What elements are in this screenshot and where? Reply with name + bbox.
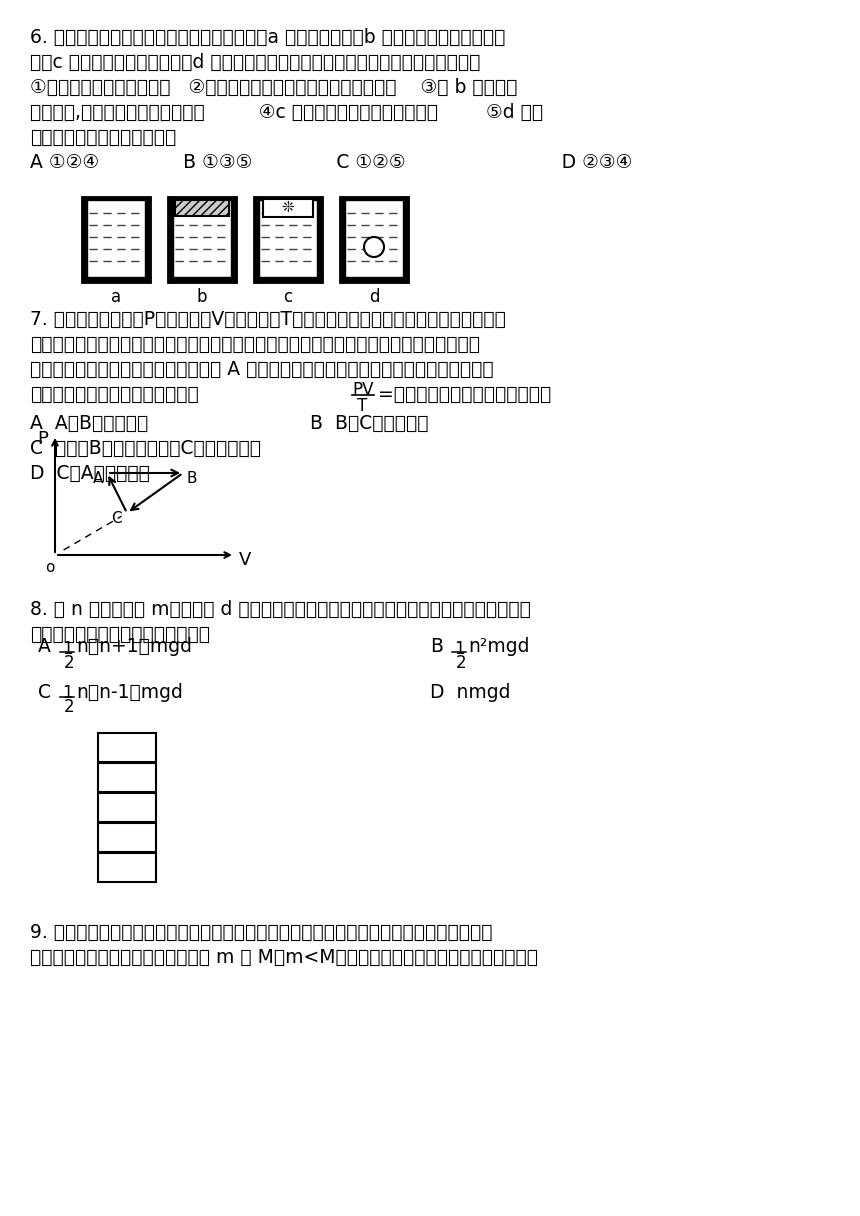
Text: 3: 3 <box>121 798 132 816</box>
Text: ❊: ❊ <box>281 201 294 215</box>
Text: B  B到C是等温过程: B B到C是等温过程 <box>310 413 428 433</box>
Text: 化，现有一定质量的稀薄气体，从状态 A 开始发生一系列变化后，又回到初始状态，下图表: 化，现有一定质量的稀薄气体，从状态 A 开始发生一系列变化后，又回到初始状态，下… <box>30 360 494 379</box>
Bar <box>168 197 236 282</box>
Bar <box>175 199 229 216</box>
Text: C  气体在B状态的温度比在C状态的温度高: C 气体在B状态的温度比在C状态的温度高 <box>30 439 261 458</box>
Text: 示出了该变化过程，整个过程满足: 示出了该变化过程，整个过程满足 <box>30 385 199 404</box>
Text: T: T <box>357 396 367 415</box>
Text: 起来，如图所示，人至少做功为（）: 起来，如图所示，人至少做功为（） <box>30 625 210 644</box>
Text: d: d <box>369 288 379 306</box>
Text: V: V <box>239 551 251 569</box>
Text: n: n <box>121 737 132 755</box>
Bar <box>98 732 156 761</box>
Bar <box>98 793 156 822</box>
Bar <box>98 822 156 851</box>
Text: 9. 一轻质杆支于水平的转轴上，可绕轴在竖直面上自由转动（杆的质量和杆与转轴间摩擦不: 9. 一轻质杆支于水平的转轴上，可绕轴在竖直面上自由转动（杆的质量和杆与转轴间摩… <box>30 923 493 941</box>
Text: 7. 气体可以用压强（P）、体积（V）、温度（T）三个状态参量来描述，气体在状态发生变: 7. 气体可以用压强（P）、体积（V）、温度（T）三个状态参量来描述，气体在状态… <box>30 310 506 330</box>
Text: 2: 2 <box>121 828 132 845</box>
Text: 2: 2 <box>456 653 467 671</box>
Text: C: C <box>38 682 51 702</box>
Text: 1: 1 <box>454 640 464 658</box>
Text: c: c <box>284 288 292 306</box>
Text: n²mgd: n²mgd <box>468 637 530 657</box>
Text: n（n+1）mgd: n（n+1）mgd <box>76 637 192 657</box>
Text: =不变量。有关说法正确的是（）: =不变量。有关说法正确的是（） <box>378 385 551 404</box>
Text: 2: 2 <box>64 698 75 716</box>
Bar <box>82 197 150 282</box>
Text: …: … <box>118 767 136 786</box>
Text: 1: 1 <box>121 857 132 876</box>
Text: C: C <box>111 511 121 527</box>
Text: a: a <box>111 288 121 306</box>
Text: A: A <box>38 637 51 657</box>
Text: 化时，若保持温度不变，该过程叫等温变化，若体积不变叫等容变化，若压强不变叫等压变: 化时，若保持温度不变，该过程叫等温变化，若体积不变叫等容变化，若压强不变叫等压变 <box>30 334 480 354</box>
Text: 上，c 容器内漂浮着一块冰块，d 容器中悬浮着一个空心球，下列说法正确的一组是（）: 上，c 容器内漂浮着一块冰块，d 容器中悬浮着一个空心球，下列说法正确的一组是（… <box>30 54 481 72</box>
Text: B: B <box>187 471 198 486</box>
Text: 1: 1 <box>62 640 72 658</box>
Text: 8. 有 n 块质量均为 m，厚度为 d 的相同砖块，平放在水平地面上。现将它们一块一块地叠放: 8. 有 n 块质量均为 m，厚度为 d 的相同砖块，平放在水平地面上。现将它们… <box>30 599 531 619</box>
Text: B: B <box>430 637 443 657</box>
Text: 中再倒入酒精后，小球将下沉: 中再倒入酒精后，小球将下沉 <box>30 128 176 147</box>
Text: 计），当杆左右两端固定质量分别为 m 和 M（m<M）两金属球时，杆恰好在水平位置平衡，: 计），当杆左右两端固定质量分别为 m 和 M（m<M）两金属球时，杆恰好在水平位… <box>30 947 538 967</box>
Text: 6. 如图所示，四个相同的容器内水面一样高，a 容器内只有水，b 容器内有木块漂浮在水面: 6. 如图所示，四个相同的容器内水面一样高，a 容器内只有水，b 容器内有木块漂… <box>30 28 506 47</box>
Text: D  C到A是等压过程: D C到A是等压过程 <box>30 465 150 483</box>
Text: n（n-1）mgd: n（n-1）mgd <box>76 682 183 702</box>
Text: 1: 1 <box>62 685 72 703</box>
Text: A: A <box>93 471 103 486</box>
Bar <box>98 762 156 792</box>
Bar <box>263 199 313 216</box>
Bar <box>340 197 408 282</box>
Text: ①每个容器的总质量都相等   ②四个容器中，液体对容器底的压强相同    ③在 b 容器中倒: ①每个容器的总质量都相等 ②四个容器中，液体对容器底的压强相同 ③在 b 容器中… <box>30 78 518 97</box>
Circle shape <box>364 237 384 257</box>
Text: P: P <box>37 430 48 447</box>
Text: A  A到B是等温过程: A A到B是等温过程 <box>30 413 148 433</box>
Text: PV: PV <box>352 381 373 399</box>
Bar <box>98 852 156 882</box>
Text: o: o <box>45 561 54 575</box>
Bar <box>254 197 322 282</box>
Text: A ①②④              B ①③⑤              C ①②⑤                          D ②③④: A ①②④ B ①③⑤ C ①②⑤ D ②③④ <box>30 153 632 171</box>
Text: 入酒精后,木块在液面下的体积减小         ④c 容器中冰块熔化水面高度下降        ⑤d 容器: 入酒精后,木块在液面下的体积减小 ④c 容器中冰块熔化水面高度下降 ⑤d 容器 <box>30 103 544 122</box>
Text: 2: 2 <box>64 653 75 671</box>
Text: b: b <box>197 288 207 306</box>
Text: D  nmgd: D nmgd <box>430 682 511 702</box>
